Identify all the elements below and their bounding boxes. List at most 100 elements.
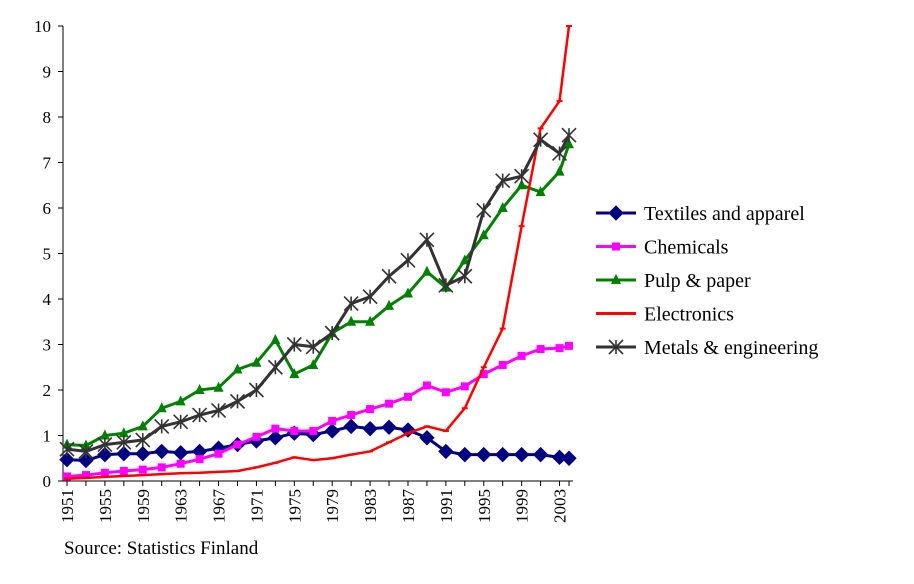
legend: Textiles and apparel Chemicals Pulp & pape… (596, 203, 818, 359)
legend-label: Textiles and apparel (644, 203, 805, 225)
data-point-textiles-and-apparel (561, 450, 577, 466)
legend-label: Electronics (644, 304, 734, 326)
data-point-chemicals (119, 466, 128, 475)
data-point-pulp-paper (289, 368, 300, 379)
series-chemicals (63, 341, 573, 481)
data-point-metals-engineering (154, 418, 170, 434)
data-point-metals-engineering (343, 295, 359, 312)
data-point-metals-engineering (419, 232, 435, 248)
legend-item-pulp-paper: Pulp & paper (596, 270, 751, 292)
series-line-pulp-paper (66, 143, 571, 448)
data-point-textiles-and-apparel (267, 430, 284, 446)
data-point-chemicals (100, 468, 109, 477)
data-point-metals-engineering (229, 393, 246, 409)
data-point-pulp-paper (346, 315, 357, 326)
x-tick-label: 1999 (513, 489, 532, 523)
data-point-textiles-and-apparel (457, 446, 473, 463)
data-point-pulp-paper (564, 138, 574, 149)
y-tick-label: 8 (43, 108, 52, 127)
plot-area (62, 26, 573, 482)
legend-marker-textiles-and-apparel (608, 205, 624, 221)
data-point-metals-engineering (495, 173, 511, 189)
legend-marker-chemicals (612, 242, 620, 251)
y-tick-label: 5 (43, 245, 52, 264)
y-tick-label: 9 (43, 63, 52, 82)
data-point-chemicals (403, 392, 412, 401)
data-point-metals-engineering (248, 382, 264, 398)
data-point-metals-engineering (533, 132, 549, 148)
data-point-chemicals (328, 416, 337, 425)
data-point-textiles-and-apparel (513, 446, 530, 463)
data-point-pulp-paper (118, 427, 129, 438)
data-point-metals-engineering (457, 268, 473, 284)
data-point-pulp-paper (535, 186, 546, 197)
data-point-metals-engineering (362, 289, 378, 305)
data-point-textiles-and-apparel (324, 423, 340, 439)
y-tick-label: 0 (43, 472, 52, 491)
data-point-metals-engineering (381, 268, 397, 284)
data-point-chemicals (422, 381, 431, 390)
data-point-pulp-paper (270, 333, 281, 344)
data-point-metals-engineering (286, 336, 302, 353)
data-point-chemicals (138, 465, 147, 474)
data-point-textiles-and-apparel (476, 446, 492, 463)
data-point-metals-engineering (438, 277, 454, 293)
data-point-chemicals (233, 440, 242, 449)
data-point-pulp-paper (384, 299, 395, 310)
legend-marker-metals-engineering (608, 339, 624, 355)
data-point-chemicals (195, 455, 204, 464)
data-point-metals-engineering (476, 202, 492, 218)
source-note: Source: Statistics Finland (64, 538, 259, 559)
series-layer (59, 25, 577, 481)
data-point-chemicals (441, 388, 450, 397)
data-point-textiles-and-apparel (381, 419, 397, 436)
data-point-chemicals (309, 426, 318, 435)
data-point-pulp-paper (99, 429, 110, 440)
data-point-pulp-paper (251, 356, 262, 367)
x-tick-label: 1959 (134, 489, 153, 523)
x-tick-label: 1995 (475, 489, 494, 523)
series-electronics (64, 25, 572, 480)
data-point-pulp-paper (232, 363, 243, 374)
data-point-chemicals (536, 345, 545, 354)
data-point-metals-engineering (267, 359, 283, 375)
data-point-pulp-paper (421, 265, 432, 276)
data-point-textiles-and-apparel (438, 443, 454, 460)
data-point-textiles-and-apparel (135, 445, 151, 462)
data-point-metals-engineering (116, 434, 132, 450)
data-point-chemicals (290, 426, 299, 435)
data-point-chemicals (517, 351, 526, 360)
data-point-textiles-and-apparel (172, 445, 189, 461)
data-point-textiles-and-apparel (97, 446, 113, 463)
data-point-textiles-and-apparel (532, 446, 549, 463)
data-point-chemicals (347, 411, 356, 420)
data-point-chemicals (81, 471, 90, 480)
data-point-chemicals (366, 405, 375, 414)
x-tick-label: 1991 (437, 489, 456, 523)
data-point-metals-engineering (97, 437, 113, 453)
legend-marker-pulp-paper (611, 274, 621, 284)
y-tick-label: 4 (43, 290, 52, 309)
data-point-chemicals (214, 449, 223, 458)
legend-label: Chemicals (644, 237, 729, 259)
data-point-pulp-paper (365, 315, 376, 326)
data-point-textiles-and-apparel (59, 451, 75, 468)
data-point-chemicals (63, 472, 71, 481)
data-point-pulp-paper (402, 287, 413, 298)
data-point-textiles-and-apparel (494, 446, 511, 463)
y-tick-label: 2 (43, 381, 52, 400)
data-point-pulp-paper (194, 384, 205, 394)
data-point-metals-engineering (59, 441, 75, 457)
data-point-metals-engineering (210, 402, 227, 419)
series-line-textiles-and-apparel (66, 424, 570, 463)
y-tick-label: 10 (34, 17, 51, 36)
data-point-textiles-and-apparel (78, 452, 94, 469)
legend-item-chemicals: Chemicals (596, 237, 729, 259)
data-point-chemicals (460, 382, 469, 391)
data-point-textiles-and-apparel (419, 430, 435, 446)
data-point-chemicals (479, 370, 488, 379)
legend-label: Pulp & paper (644, 270, 751, 292)
data-point-pulp-paper (137, 420, 148, 431)
data-point-chemicals (252, 432, 261, 441)
data-point-pulp-paper (478, 229, 489, 240)
